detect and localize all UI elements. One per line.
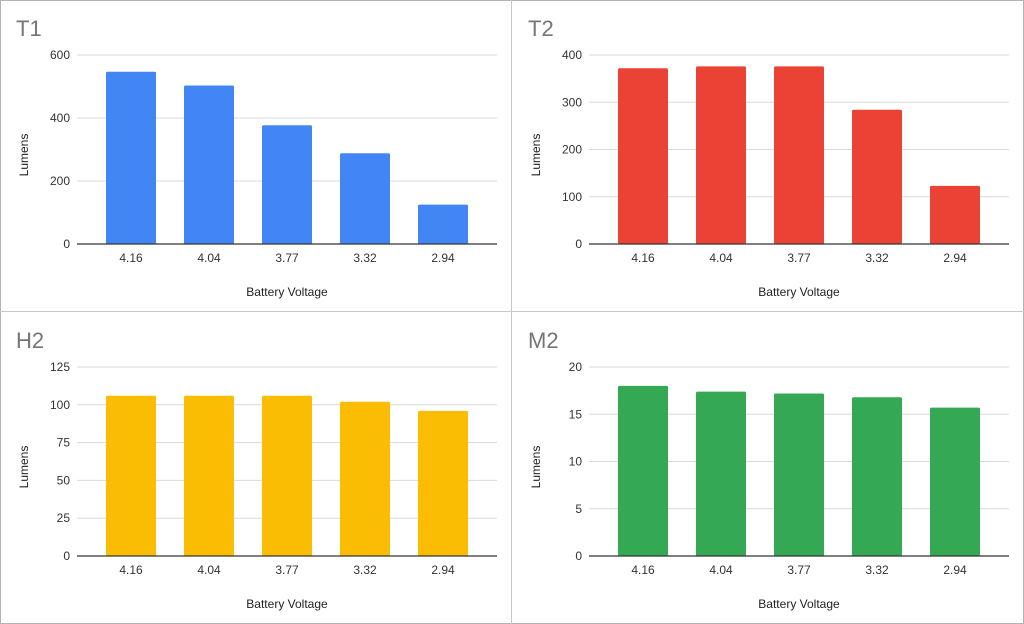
y-tick-label: 200 — [50, 174, 70, 188]
y-axis-label: Lumens — [17, 446, 31, 489]
bar — [262, 395, 312, 556]
y-tick-label: 100 — [562, 190, 582, 204]
y-tick-label: 20 — [569, 360, 583, 374]
y-tick-label: 25 — [57, 511, 71, 525]
bar — [696, 66, 746, 244]
bar — [418, 204, 468, 244]
y-axis-label: Lumens — [529, 134, 543, 177]
bars — [77, 395, 497, 557]
y-tick-label: 0 — [63, 237, 70, 251]
y-tick-label: 400 — [562, 48, 582, 62]
x-tick-label: 2.94 — [943, 251, 967, 265]
y-tick-label: 125 — [50, 360, 70, 374]
y-tick-label: 50 — [57, 473, 71, 487]
y-tick-label: 400 — [50, 111, 70, 125]
x-tick-label: 3.32 — [865, 563, 889, 577]
bars — [589, 66, 1009, 245]
y-tick-label: 0 — [575, 549, 582, 563]
x-tick-label: 3.77 — [275, 251, 299, 265]
chart-title: T1 — [16, 16, 42, 41]
bar — [852, 397, 902, 556]
horizontal-divider — [0, 311, 1024, 312]
x-tick-label: 4.16 — [119, 251, 143, 265]
x-tick-label: 2.94 — [431, 251, 455, 265]
y-tick-label: 0 — [575, 237, 582, 251]
chart-title: T2 — [528, 16, 554, 41]
x-axis-label: Battery Voltage — [246, 285, 328, 299]
x-tick-label: 4.16 — [631, 251, 655, 265]
y-tick-labels: 0 100 200 300 400 — [562, 48, 582, 251]
x-tick-label: 3.32 — [865, 251, 889, 265]
bar — [774, 393, 824, 556]
x-tick-label: 4.04 — [709, 563, 733, 577]
bar — [930, 185, 980, 244]
bars — [589, 385, 1009, 557]
chart-m2: M2 0 5 10 15 20 4.16 4.04 3.77 3.32 2.94 Battery… — [528, 328, 1009, 611]
x-tick-label: 4.16 — [631, 563, 655, 577]
x-tick-label: 3.77 — [787, 251, 811, 265]
bar — [340, 401, 390, 556]
bars — [77, 71, 497, 245]
y-tick-label: 5 — [575, 502, 582, 516]
bar — [774, 66, 824, 244]
bar — [106, 71, 156, 244]
y-tick-label: 75 — [57, 436, 71, 450]
bar — [930, 407, 980, 556]
y-tick-label: 15 — [569, 407, 583, 421]
bar — [696, 391, 746, 556]
x-axis-label: Battery Voltage — [758, 597, 840, 611]
x-tick-label: 4.04 — [709, 251, 733, 265]
y-tick-label: 600 — [50, 48, 70, 62]
y-tick-label: 200 — [562, 143, 582, 157]
vertical-divider — [511, 0, 512, 624]
y-tick-labels: 0 200 400 600 — [50, 48, 70, 251]
chart-panel-t1: T1 0 200 400 600 4.16 4.04 3.77 3.32 2.94 Batte… — [0, 0, 511, 311]
y-axis-label: Lumens — [529, 446, 543, 489]
x-tick-labels: 4.16 4.04 3.77 3.32 2.94 — [119, 251, 455, 265]
x-tick-labels: 4.16 4.04 3.77 3.32 2.94 — [119, 563, 455, 577]
bar — [184, 395, 234, 556]
x-tick-label: 2.94 — [943, 563, 967, 577]
chart-panel-m2: M2 0 5 10 15 20 4.16 4.04 3.77 3.32 2.94 Battery… — [512, 312, 1023, 623]
y-tick-labels: 0 25 50 75 100 125 — [50, 360, 70, 563]
bar — [106, 395, 156, 556]
y-tick-label: 10 — [569, 455, 583, 469]
y-tick-labels: 0 5 10 15 20 — [569, 360, 583, 563]
y-tick-label: 100 — [50, 398, 70, 412]
x-tick-label: 2.94 — [431, 563, 455, 577]
bar — [340, 153, 390, 244]
chart-t2: T2 0 100 200 300 400 4.16 4.04 3.77 3.32 2.94 Ba… — [528, 16, 1009, 299]
x-tick-label: 3.32 — [353, 563, 377, 577]
y-axis-label: Lumens — [17, 134, 31, 177]
bar — [618, 385, 668, 556]
bar — [418, 410, 468, 556]
chart-title: M2 — [528, 328, 559, 353]
x-tick-label: 3.77 — [275, 563, 299, 577]
y-tick-label: 0 — [63, 549, 70, 563]
x-tick-labels: 4.16 4.04 3.77 3.32 2.94 — [631, 563, 967, 577]
chart-title: H2 — [16, 328, 44, 353]
bar — [852, 109, 902, 244]
x-tick-label: 4.04 — [197, 251, 221, 265]
x-tick-label: 4.16 — [119, 563, 143, 577]
bar — [618, 68, 668, 244]
x-axis-label: Battery Voltage — [246, 597, 328, 611]
chart-panel-h2: H2 0 25 50 75 100 125 4.16 4.04 3.77 3.32 2.94 Ba… — [0, 312, 511, 623]
chart-t1: T1 0 200 400 600 4.16 4.04 3.77 3.32 2.94 Batte… — [16, 16, 497, 299]
x-axis-label: Battery Voltage — [758, 285, 840, 299]
bar — [262, 125, 312, 244]
chart-panel-t2: T2 0 100 200 300 400 4.16 4.04 3.77 3.32 2.94 Ba… — [512, 0, 1023, 311]
y-tick-label: 300 — [562, 95, 582, 109]
bar — [184, 85, 234, 245]
x-tick-label: 3.77 — [787, 563, 811, 577]
x-tick-labels: 4.16 4.04 3.77 3.32 2.94 — [631, 251, 967, 265]
chart-h2: H2 0 25 50 75 100 125 4.16 4.04 3.77 3.32 2.94 Ba… — [16, 328, 497, 611]
x-tick-label: 3.32 — [353, 251, 377, 265]
x-tick-label: 4.04 — [197, 563, 221, 577]
